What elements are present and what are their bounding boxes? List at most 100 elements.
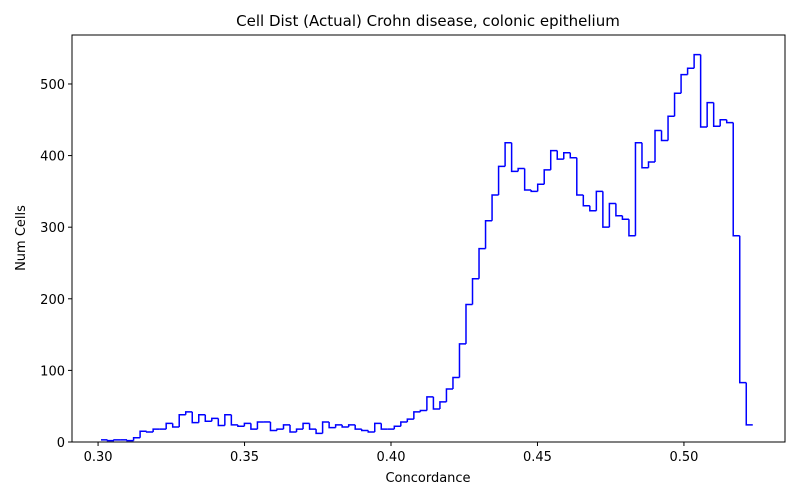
histogram-step (712, 102, 721, 127)
histogram-step (589, 205, 597, 212)
x-tick-label: 0.40 (377, 450, 406, 465)
histogram-step (413, 411, 421, 420)
histogram-step (497, 165, 506, 195)
histogram-step (680, 73, 688, 94)
histogram-step (341, 424, 349, 428)
histogram-step (308, 423, 317, 430)
y-axis-label: Num Cells (14, 205, 29, 271)
histogram-step (145, 431, 154, 433)
histogram-step (106, 439, 115, 442)
histogram-step (660, 130, 669, 142)
histogram-step (621, 215, 629, 221)
histogram-step (132, 436, 141, 441)
histogram-step (380, 423, 388, 430)
histogram-step (204, 414, 212, 422)
y-tick-label: 200 (40, 293, 65, 308)
histogram-step (250, 423, 258, 430)
histogram-step (243, 422, 251, 427)
histogram-step (549, 149, 558, 170)
histogram-step (732, 122, 740, 237)
y-tick-label: 300 (40, 221, 65, 236)
histogram-step (315, 429, 323, 435)
histogram-step (126, 439, 134, 442)
histogram-step (563, 151, 571, 160)
histogram-step (347, 424, 356, 427)
histogram-step (289, 424, 297, 433)
histogram-step (582, 194, 590, 207)
histogram-step (608, 202, 616, 228)
histogram-step (530, 189, 538, 193)
histogram-step (458, 343, 466, 378)
x-tick-label: 0.45 (523, 450, 552, 465)
histogram-step (654, 129, 662, 163)
histogram-step (178, 414, 186, 427)
y-tick-label: 0 (57, 436, 65, 451)
histogram-step (523, 168, 532, 191)
histogram-step (478, 247, 486, 279)
histogram-step (725, 119, 734, 124)
histogram-step (719, 119, 727, 127)
histogram-step (191, 411, 199, 424)
histogram-step (543, 169, 551, 185)
histogram-step (595, 190, 603, 211)
histogram-step (738, 235, 747, 384)
histogram-step (295, 428, 304, 432)
histogram-step (615, 203, 623, 217)
y-tick-label: 400 (40, 150, 65, 165)
x-axis-label: Concordance (385, 471, 470, 486)
histogram-step (517, 167, 525, 172)
histogram-step (198, 414, 206, 423)
y-tick-label: 100 (40, 364, 65, 379)
histogram-step (576, 157, 584, 196)
histogram-step (569, 152, 577, 159)
histogram-step (256, 421, 264, 430)
histogram-step (673, 92, 682, 117)
histogram-step (510, 142, 519, 173)
histogram-step (184, 411, 193, 415)
histogram-step (237, 424, 245, 427)
histogram-step (393, 425, 401, 430)
histogram-step (367, 430, 375, 433)
histogram-step (432, 396, 440, 410)
x-tick-label: 0.30 (84, 450, 113, 465)
histogram-step (471, 277, 480, 305)
histogram-step (302, 422, 310, 430)
histogram-step (282, 424, 291, 430)
histogram-step (686, 67, 695, 75)
histogram-step (647, 161, 656, 168)
histogram-step (641, 142, 649, 169)
histogram-step (139, 430, 147, 438)
histogram-step (113, 439, 121, 441)
histogram-step (706, 101, 714, 127)
histogram-step (426, 396, 434, 411)
histogram-step (400, 421, 408, 427)
histogram-step (321, 421, 330, 434)
histogram-step (373, 422, 382, 432)
histogram-step (328, 421, 336, 429)
histogram-step (602, 191, 610, 228)
histogram-step (439, 401, 447, 410)
histogram-step (699, 54, 708, 128)
histogram-step (406, 418, 414, 422)
histogram-step (419, 409, 427, 412)
histogram-step (465, 303, 473, 344)
histogram-step (217, 418, 225, 427)
y-tick-label: 500 (40, 78, 65, 93)
histogram-step (354, 424, 362, 430)
histogram-step (536, 183, 545, 192)
x-tick-label: 0.35 (230, 450, 259, 465)
histogram-step (269, 421, 277, 432)
histogram-step (224, 414, 232, 426)
histogram-step (360, 429, 369, 432)
histogram-step (211, 417, 219, 422)
histogram-step (693, 53, 701, 69)
histogram-step (276, 428, 284, 431)
histogram-step (556, 150, 564, 160)
histogram-step (504, 141, 512, 167)
histogram-step (484, 219, 493, 249)
histogram-step (745, 382, 753, 426)
histogram-step (165, 422, 173, 430)
histogram-step (667, 115, 675, 141)
